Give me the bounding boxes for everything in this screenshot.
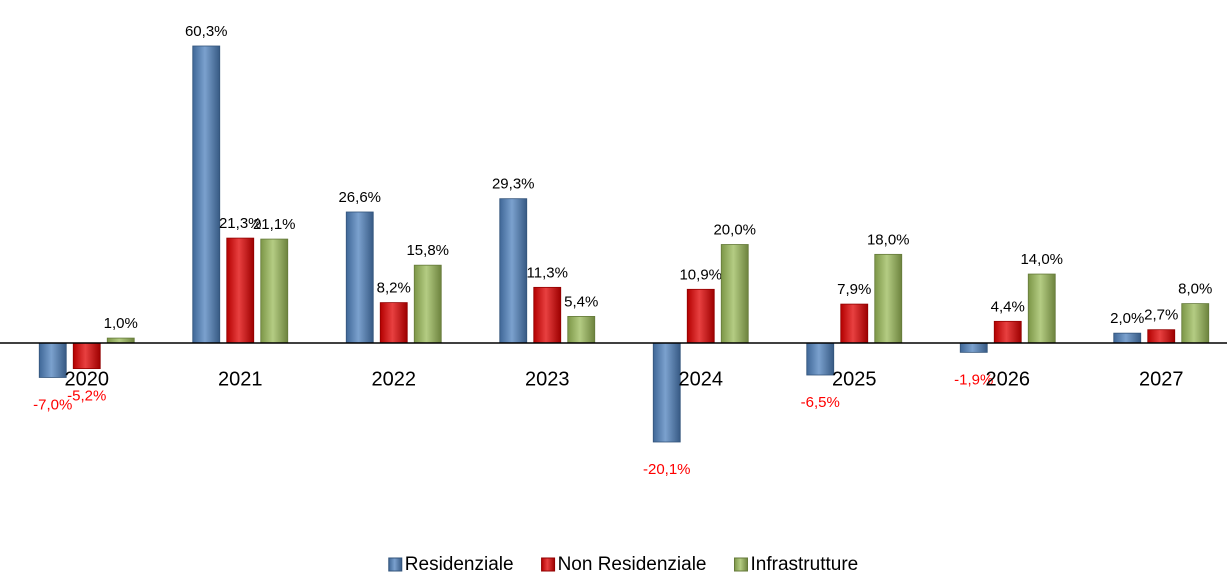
bar bbox=[993, 320, 1022, 344]
value-label: 21,3% bbox=[219, 215, 262, 232]
bar bbox=[413, 264, 442, 344]
bar bbox=[1147, 329, 1176, 344]
bar bbox=[38, 342, 67, 378]
value-label: 14,0% bbox=[1020, 251, 1063, 268]
bar bbox=[840, 303, 869, 344]
legend-swatch bbox=[541, 557, 556, 572]
x-tick-label: 2024 bbox=[679, 368, 724, 390]
x-tick-label: 2022 bbox=[372, 368, 417, 390]
bar bbox=[874, 253, 903, 344]
value-label: 20,0% bbox=[713, 221, 756, 238]
bar bbox=[345, 211, 374, 344]
bar bbox=[226, 237, 255, 344]
x-tick-label: 2021 bbox=[218, 368, 263, 390]
value-label: -1,9% bbox=[954, 371, 993, 388]
value-label: 7,9% bbox=[837, 281, 871, 298]
bar bbox=[260, 238, 289, 344]
value-label: -20,1% bbox=[643, 461, 691, 478]
value-label: 1,0% bbox=[104, 315, 138, 332]
bar bbox=[1181, 303, 1210, 344]
value-label: 8,2% bbox=[377, 280, 411, 297]
value-label: 5,4% bbox=[564, 293, 598, 310]
legend-label: Infrastrutture bbox=[751, 554, 859, 575]
legend-item: Infrastrutture bbox=[734, 554, 859, 575]
legend-item: Non Residenziale bbox=[541, 554, 707, 575]
x-tick-label: 2026 bbox=[986, 368, 1031, 390]
value-label: -6,5% bbox=[801, 394, 840, 411]
value-label: 29,3% bbox=[492, 176, 535, 193]
x-tick-label: 2027 bbox=[1139, 368, 1184, 390]
value-label: 2,7% bbox=[1144, 307, 1178, 324]
value-label: 4,4% bbox=[991, 298, 1025, 315]
legend-label: Residenziale bbox=[405, 554, 514, 575]
bar bbox=[720, 244, 749, 344]
value-label: 11,3% bbox=[527, 264, 568, 281]
bar bbox=[72, 342, 101, 370]
x-tick-label: 2025 bbox=[832, 368, 877, 390]
bar bbox=[686, 288, 715, 344]
legend-label: Non Residenziale bbox=[558, 554, 707, 575]
bar bbox=[652, 342, 681, 443]
bar bbox=[499, 198, 528, 344]
bar bbox=[533, 286, 562, 344]
bar bbox=[1113, 332, 1142, 344]
value-label: 21,1% bbox=[253, 216, 296, 233]
legend-item: Residenziale bbox=[388, 554, 514, 575]
bar bbox=[806, 342, 835, 376]
value-label: 15,8% bbox=[406, 242, 449, 259]
legend-swatch bbox=[388, 557, 403, 572]
bar bbox=[567, 316, 596, 344]
value-label: 26,6% bbox=[338, 189, 381, 206]
value-label: 10,9% bbox=[679, 266, 722, 283]
legend-swatch bbox=[734, 557, 748, 572]
value-label: 8,0% bbox=[1178, 281, 1212, 298]
bar bbox=[379, 302, 408, 344]
value-label: -5,2% bbox=[67, 388, 106, 405]
x-tick-label: 2020 bbox=[65, 368, 110, 390]
value-label: 18,0% bbox=[867, 231, 910, 248]
bar bbox=[192, 45, 221, 344]
x-tick-label: 2023 bbox=[525, 368, 570, 390]
value-label: 60,3% bbox=[185, 23, 228, 40]
value-label: -7,0% bbox=[33, 396, 72, 413]
value-label: 2,0% bbox=[1110, 310, 1144, 327]
bar bbox=[959, 342, 988, 353]
bar bbox=[1027, 273, 1056, 344]
